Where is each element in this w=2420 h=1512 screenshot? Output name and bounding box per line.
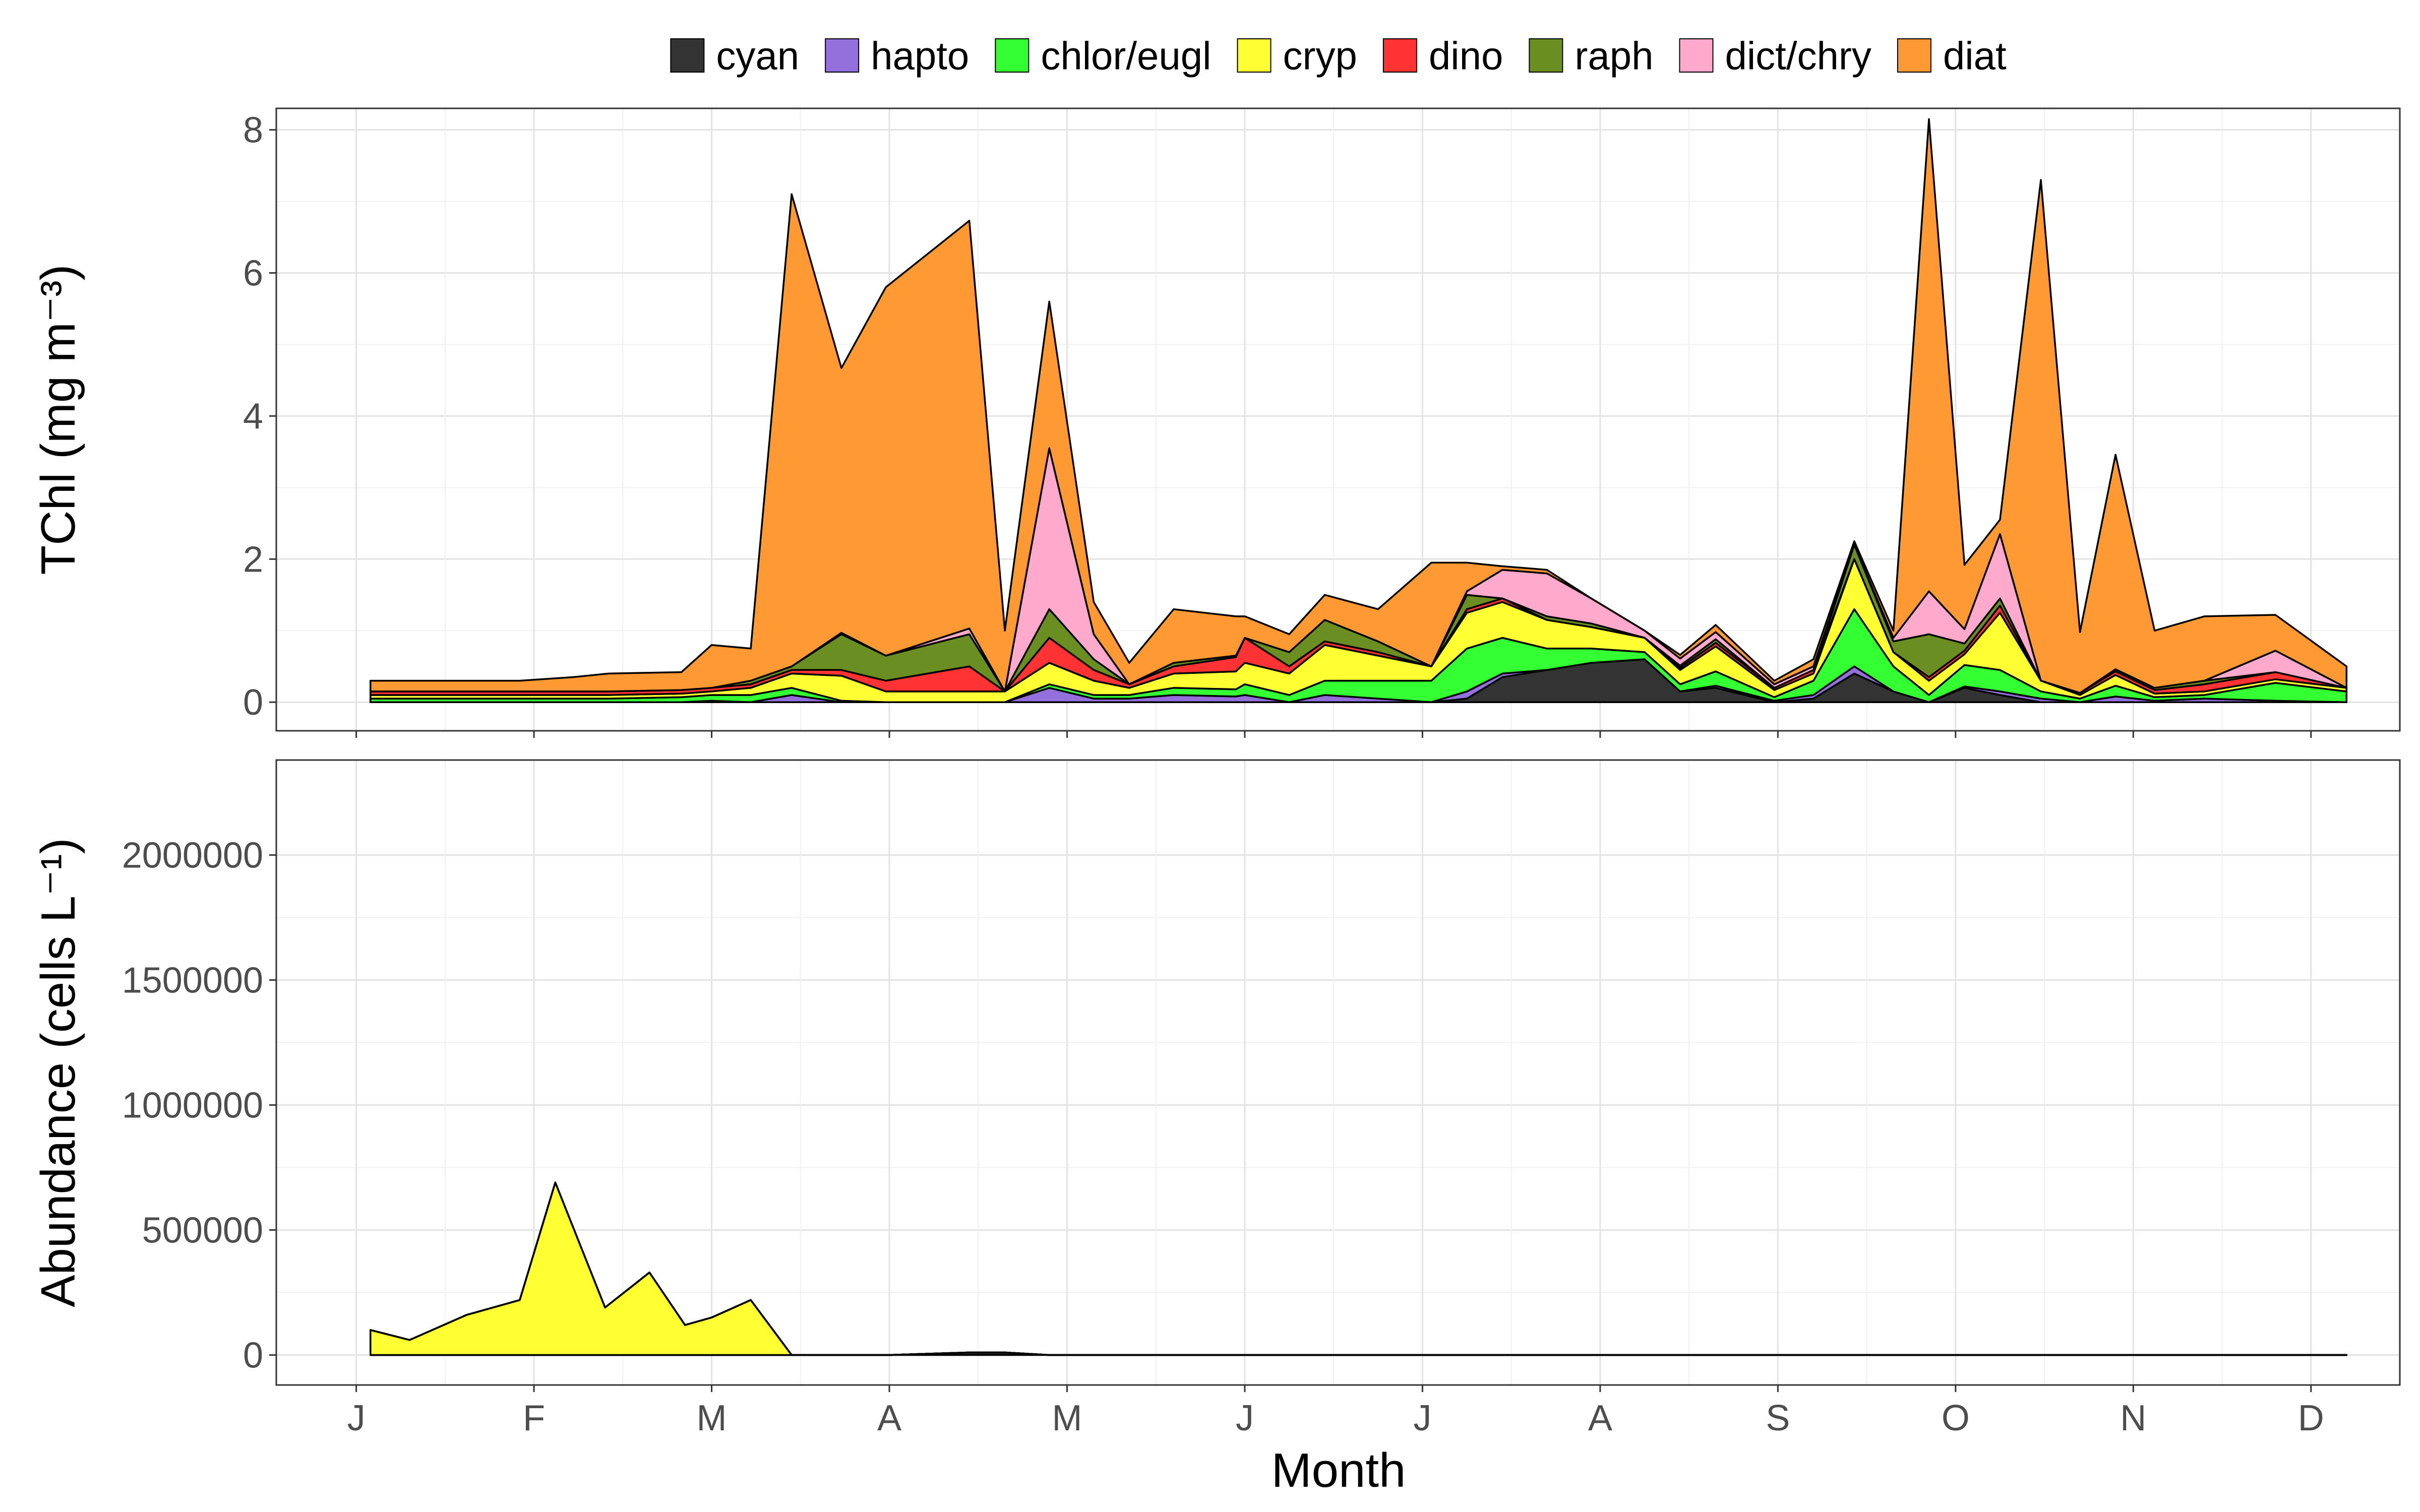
y-tick-label: 4 (243, 396, 263, 436)
x-tick-label: A (1588, 1398, 1612, 1438)
legend-key-cyan (670, 38, 705, 73)
y-tick-label: 2 (243, 539, 263, 580)
x-tick-label: J (347, 1398, 366, 1438)
areas (370, 118, 2348, 703)
x-tick-label: J (1236, 1398, 1254, 1438)
legend-item-chlor: chlor/eugl (995, 33, 1212, 78)
x-tick-label: N (2120, 1398, 2146, 1438)
area-diat (370, 1181, 2348, 1356)
y-axis-title: Abundance (cells L⁻¹) (31, 838, 85, 1307)
x-tick-label: M (1052, 1398, 1082, 1438)
legend-label-raph: raph (1575, 33, 1653, 78)
legend-item-raph: raph (1529, 33, 1653, 78)
y-tick-label: 0 (243, 682, 263, 723)
y-tick-label: 1000000 (122, 1085, 263, 1125)
panel-border (275, 759, 2401, 1386)
legend-key-dino (1382, 38, 1417, 73)
legend-label-dino: dino (1429, 33, 1503, 78)
plot-background (276, 760, 2400, 1385)
legend-label-diat: diat (1943, 33, 2007, 78)
x-tick-label: D (2298, 1398, 2324, 1438)
legend-key-raph (1529, 38, 1563, 73)
y-axis: 0 2 4 6 8 (243, 110, 276, 723)
legend-key-hapto (825, 38, 860, 73)
x-axis-title: Month (1272, 1443, 1406, 1497)
panel-border (275, 107, 2401, 732)
y-axis-title: TChl (mg m⁻³) (31, 265, 85, 575)
legend-item-cryp: cryp (1237, 33, 1357, 78)
legend-key-diat (1897, 38, 1931, 73)
legend-item-cyan: cyan (670, 33, 799, 78)
x-axis (355, 731, 2312, 738)
y-tick-label: 1500000 (122, 960, 263, 1000)
y-tick-label: 8 (243, 110, 263, 151)
legend-label-hapto: hapto (871, 33, 969, 78)
y-tick-label: 2000000 (122, 835, 263, 875)
x-tick-label: J (1413, 1398, 1431, 1438)
legend-key-chlor (995, 38, 1030, 73)
legend-key-dict (1679, 38, 1714, 73)
x-tick-label: F (523, 1398, 545, 1438)
legend-item-diat: diat (1897, 33, 2007, 78)
legend-label-cryp: cryp (1283, 33, 1357, 78)
legend-label-dict: dict/chry (1725, 33, 1871, 78)
legend-item-dict: dict/chry (1679, 33, 1871, 78)
legend-label-chlor: chlor/eugl (1041, 33, 1211, 78)
legend-item-hapto: hapto (825, 33, 969, 78)
x-tick-label: A (877, 1398, 901, 1438)
legend-key-cryp (1237, 38, 1272, 73)
x-tick-label: S (1766, 1398, 1790, 1438)
y-tick-label: 500000 (142, 1210, 263, 1250)
legend-item-dino: dino (1382, 33, 1503, 78)
x-tick-label: O (1942, 1398, 1970, 1438)
y-tick-label: 0 (243, 1335, 263, 1375)
abundance-panel: 0 500000 1000000 1500000 2000000 J F M A M J J A S O N D… (31, 759, 2401, 1438)
legend: cyan hapto chlor/eugl cryp dino raph dict/chry… (670, 33, 2007, 78)
areas (370, 1181, 2348, 1356)
legend-label-cyan: cyan (716, 33, 799, 78)
x-tick-label: M (697, 1398, 727, 1438)
y-tick-label: 6 (243, 253, 263, 293)
y-axis: 0 500000 1000000 1500000 2000000 (122, 835, 276, 1375)
tchl-panel: 0 2 4 6 8 TChl (mg m⁻³) (31, 107, 2401, 738)
area-diat (370, 118, 2348, 694)
